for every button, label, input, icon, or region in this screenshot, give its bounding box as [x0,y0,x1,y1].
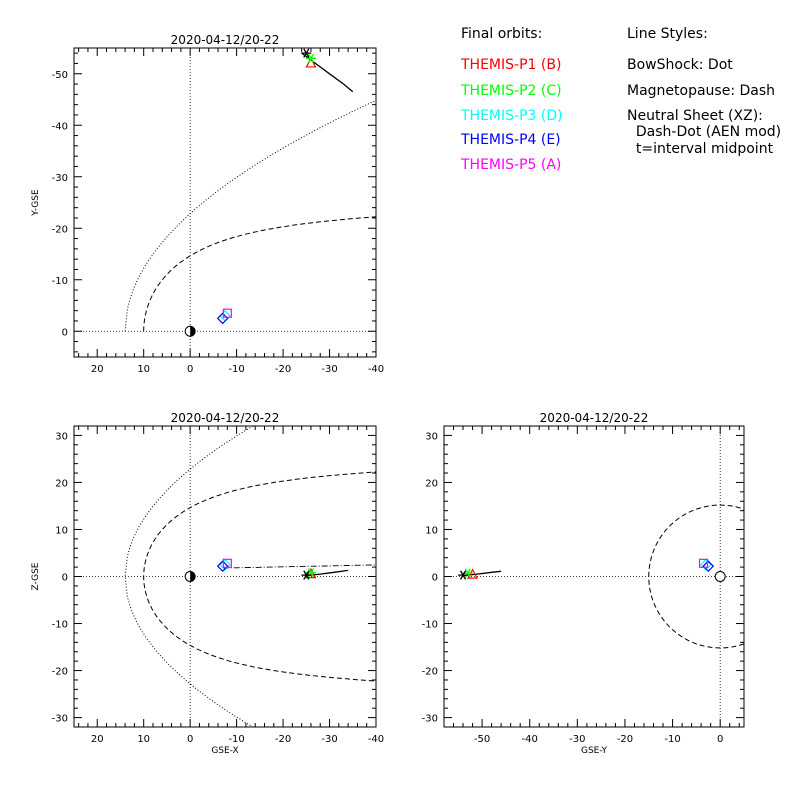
y-tick-label: -40 [52,121,68,132]
y-tick-label: 20 [425,478,438,489]
orbit-trajectory [301,52,354,93]
panel-title: 2020-04-12/20-22 [171,411,280,425]
marker-p2 [305,53,316,63]
x-axis-label: GSE-Y [581,746,608,756]
y-tick-label: 10 [425,525,438,536]
x-tick-label: -30 [321,734,337,745]
x-tick-label: 20 [91,734,104,745]
x-axis-label: GSE-X [211,746,238,756]
y-tick-label: -20 [52,667,68,678]
y-tick-label: -20 [52,224,68,235]
y-axis-label: Z-GSE [31,562,41,590]
x-tick-label: -30 [569,734,585,745]
x-tick-label: -10 [228,734,244,745]
marker-p4 [216,560,229,573]
final-orbits-title: Final orbits: [461,26,543,42]
earth-night-side [190,326,196,337]
xz-plane-panel: 20 10 0 -10 -20 -30 -40 -30 -20 -10 0 10 20 30 2020-04… [31,411,384,756]
y-tick-label: 0 [432,573,438,584]
y-tick-label: -10 [422,620,438,631]
y-axis-label: Y-GSE [31,189,41,217]
marker-p4 [702,560,715,573]
y-tick-label: 10 [55,525,68,536]
marker-p1 [467,568,479,579]
y-tick-label: -20 [422,667,438,678]
marker-p5 [698,558,709,568]
magnetopause-curve [648,504,744,649]
earth-icon [714,571,726,582]
style-bowshock: BowShock: Dot [627,57,733,73]
style-neutral-sheet: Neutral Sheet (XZ): [627,108,763,124]
y-tick-label: -10 [52,620,68,631]
y-tick-label: 0 [62,573,68,584]
magnetopause-curve [143,216,376,332]
x-tick-label: -40 [368,364,384,375]
x-tick-label: -20 [617,734,633,745]
y-tick-label: -30 [52,173,68,184]
marker-p3 [219,558,231,571]
probe-legend-p1: THEMIS-P1 (B) [461,57,562,73]
probe-legend-p5: THEMIS-P5 (A) [461,157,562,173]
x-tick-label: 10 [137,734,150,745]
x-tick-label: -10 [664,734,680,745]
marker-start [301,570,312,580]
marker-p1 [305,567,317,579]
x-tick-label: -10 [228,364,244,375]
xy-plane-panel: 20 10 0 -10 -20 -30 -40 0 -10 -20 -30 -40 -50 2020-04… [31,33,384,375]
x-tick-label: 20 [91,364,104,375]
style-time-note: t=interval midpoint [627,141,774,157]
y-tick-label: 20 [55,478,68,489]
x-tick-label: 0 [187,734,193,745]
y-tick-label: 30 [55,431,68,442]
x-tick-label: -50 [474,734,490,745]
marker-start [458,570,469,580]
panel-title: 2020-04-12/20-22 [540,411,649,425]
marker-start [301,48,312,58]
x-tick-label: -30 [321,364,337,375]
x-tick-label: -20 [275,364,291,375]
x-tick-label: 10 [137,364,150,375]
plot-frame [73,47,377,358]
x-tick-label: 0 [717,734,723,745]
y-tick-label: 30 [425,431,438,442]
marker-p5 [222,308,232,318]
x-tick-label: -40 [368,734,384,745]
marker-p5 [222,558,232,568]
neutral-sheet-curve [222,564,376,569]
probe-legend-p2: THEMIS-P2 (C) [461,83,562,99]
style-neutral-sheet-detail: Dash-Dot (AEN mod) [627,124,782,140]
y-tick-label: -30 [52,714,68,725]
probe-legend-p4: THEMIS-P4 (E) [461,132,561,148]
probe-legend-p3: THEMIS-P3 (D) [461,108,563,124]
earth-night-side [190,571,196,582]
x-tick-label: 0 [187,364,193,375]
line-styles-title: Line Styles: [627,26,708,42]
y-tick-label: -10 [52,276,68,287]
y-tick-label: -30 [422,714,438,725]
x-tick-label: -20 [275,734,291,745]
style-magnetopause: Magnetopause: Dash [627,83,776,99]
magnetopause-curve [143,471,376,682]
yz-plane-panel: -50 -40 -30 -20 -10 0 -30 -20 -10 0 10 20 30 2020-04-… [422,411,745,756]
x-tick-label: -40 [522,734,538,745]
y-tick-label: -50 [52,70,68,81]
y-tick-label: 0 [62,327,68,338]
bow-shock-curve [124,99,376,332]
marker-p3 [700,558,712,571]
panel-title: 2020-04-12/20-22 [171,33,280,47]
orbit-trajectory [306,569,349,577]
